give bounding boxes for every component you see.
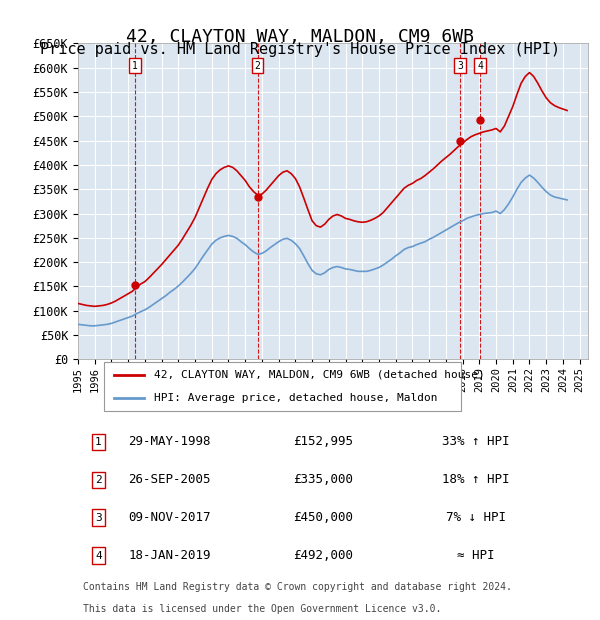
Text: ≈ HPI: ≈ HPI: [457, 549, 494, 562]
Text: 09-NOV-2017: 09-NOV-2017: [128, 512, 211, 525]
Text: £152,995: £152,995: [293, 435, 353, 448]
Text: £335,000: £335,000: [293, 473, 353, 486]
Text: 3: 3: [457, 61, 463, 71]
Text: HPI: Average price, detached house, Maldon: HPI: Average price, detached house, Mald…: [155, 393, 438, 404]
Text: 26-SEP-2005: 26-SEP-2005: [128, 473, 211, 486]
Text: Price paid vs. HM Land Registry's House Price Index (HPI): Price paid vs. HM Land Registry's House …: [40, 42, 560, 57]
Text: 3: 3: [95, 513, 102, 523]
Text: 4: 4: [477, 61, 483, 71]
Text: 18% ↑ HPI: 18% ↑ HPI: [442, 473, 509, 486]
FancyBboxPatch shape: [104, 362, 461, 411]
Text: £450,000: £450,000: [293, 512, 353, 525]
Text: 29-MAY-1998: 29-MAY-1998: [128, 435, 211, 448]
Text: 42, CLAYTON WAY, MALDON, CM9 6WB: 42, CLAYTON WAY, MALDON, CM9 6WB: [126, 28, 474, 46]
Text: 2: 2: [95, 475, 102, 485]
Text: 18-JAN-2019: 18-JAN-2019: [128, 549, 211, 562]
Text: 33% ↑ HPI: 33% ↑ HPI: [442, 435, 509, 448]
Text: 1: 1: [95, 437, 102, 447]
Text: 42, CLAYTON WAY, MALDON, CM9 6WB (detached house): 42, CLAYTON WAY, MALDON, CM9 6WB (detach…: [155, 370, 485, 379]
Text: £492,000: £492,000: [293, 549, 353, 562]
Text: 2: 2: [254, 61, 260, 71]
Text: 7% ↓ HPI: 7% ↓ HPI: [446, 512, 506, 525]
Text: 1: 1: [132, 61, 138, 71]
Text: This data is licensed under the Open Government Licence v3.0.: This data is licensed under the Open Gov…: [83, 604, 442, 614]
Text: Contains HM Land Registry data © Crown copyright and database right 2024.: Contains HM Land Registry data © Crown c…: [83, 582, 512, 592]
Text: 4: 4: [95, 551, 102, 560]
